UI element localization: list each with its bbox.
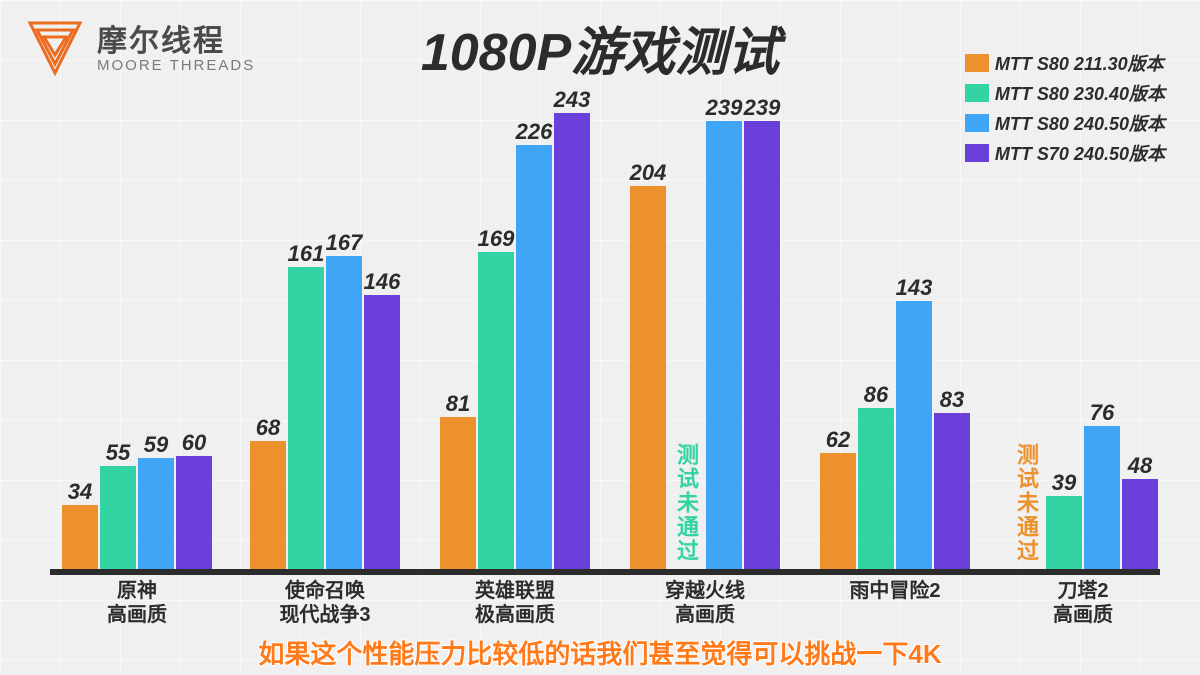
bar: 测试未通过 xyxy=(1008,419,1044,569)
caption: 如果这个性能压力比较低的话我们甚至觉得可以挑战一下4K xyxy=(258,634,941,671)
bar-group: 628614383雨中冒险2 xyxy=(820,301,970,569)
bar-value: 239 xyxy=(744,95,781,121)
chart: 34555960原神高画质68161167146使命召唤现代战争38116922… xyxy=(50,100,1160,630)
legend-label: MTT S80 211.30版本 xyxy=(995,50,1164,76)
bar: 167 xyxy=(326,256,362,569)
category-label: 使命召唤现代战争3 xyxy=(245,579,405,627)
bar-note: 测试未通过 xyxy=(670,443,702,563)
bar-value: 86 xyxy=(864,382,888,408)
bar: 226 xyxy=(516,145,552,569)
category-label: 刀塔2高画质 xyxy=(1003,579,1163,627)
bar: 243 xyxy=(554,113,590,569)
bar: 48 xyxy=(1122,479,1158,569)
bar: 测试未通过 xyxy=(668,419,704,569)
category-label: 雨中冒险2 xyxy=(815,579,975,603)
bar-value: 34 xyxy=(68,479,92,505)
bar: 239 xyxy=(706,121,742,569)
bar: 239 xyxy=(744,121,780,569)
bar: 59 xyxy=(138,458,174,569)
bar-group: 204测试未通过239239穿越火线高画质 xyxy=(630,121,780,569)
bar-value: 55 xyxy=(106,440,130,466)
category-label: 英雄联盟极高画质 xyxy=(435,579,595,627)
logo-cn: 摩尔线程 xyxy=(97,25,255,58)
bar-value: 83 xyxy=(940,387,964,413)
bar: 169 xyxy=(478,252,514,569)
bar: 161 xyxy=(288,267,324,569)
bar-value: 204 xyxy=(630,160,667,186)
bar-group: 68161167146使命召唤现代战争3 xyxy=(250,256,400,569)
chart-title: 1080P游戏测试 xyxy=(421,10,779,85)
bar-group: 81169226243英雄联盟极高画质 xyxy=(440,113,590,569)
bar-value: 143 xyxy=(896,275,933,301)
bar-value: 39 xyxy=(1052,470,1076,496)
logo: 摩尔线程 MOORE THREADS xyxy=(25,18,255,82)
bar-value: 62 xyxy=(826,427,850,453)
bar-group: 测试未通过397648刀塔2高画质 xyxy=(1008,419,1158,569)
bar: 86 xyxy=(858,408,894,569)
bar-value: 226 xyxy=(516,119,553,145)
bar: 204 xyxy=(630,186,666,569)
category-label: 穿越火线高画质 xyxy=(625,579,785,627)
bar: 83 xyxy=(934,413,970,569)
bar-value: 167 xyxy=(326,230,363,256)
legend-swatch xyxy=(965,54,989,72)
bar: 55 xyxy=(100,466,136,569)
bar: 62 xyxy=(820,453,856,569)
bar: 68 xyxy=(250,441,286,569)
bar-value: 81 xyxy=(446,391,470,417)
bar: 39 xyxy=(1046,496,1082,569)
logo-text: 摩尔线程 MOORE THREADS xyxy=(97,25,255,75)
bar: 34 xyxy=(62,505,98,569)
bar-note: 测试未通过 xyxy=(1010,443,1042,563)
logo-mark-icon xyxy=(25,18,85,82)
bar: 60 xyxy=(176,456,212,569)
bar-value: 68 xyxy=(256,415,280,441)
bar: 81 xyxy=(440,417,476,569)
bar-group: 34555960原神高画质 xyxy=(62,456,212,569)
bar: 76 xyxy=(1084,426,1120,569)
bar: 143 xyxy=(896,301,932,569)
bar: 146 xyxy=(364,295,400,569)
bar-value: 59 xyxy=(144,432,168,458)
logo-en: MOORE THREADS xyxy=(97,58,255,75)
bar-value: 169 xyxy=(478,226,515,252)
bar-value: 76 xyxy=(1090,400,1114,426)
bar-value: 60 xyxy=(182,430,206,456)
legend-item: MTT S80 211.30版本 xyxy=(965,50,1165,76)
bar-value: 161 xyxy=(288,241,325,267)
bar-value: 48 xyxy=(1128,453,1152,479)
bar-value: 243 xyxy=(554,87,591,113)
bar-value: 239 xyxy=(706,95,743,121)
plot-area: 34555960原神高画质68161167146使命召唤现代战争38116922… xyxy=(50,100,1160,575)
category-label: 原神高画质 xyxy=(57,579,217,627)
bar-value: 146 xyxy=(364,269,401,295)
